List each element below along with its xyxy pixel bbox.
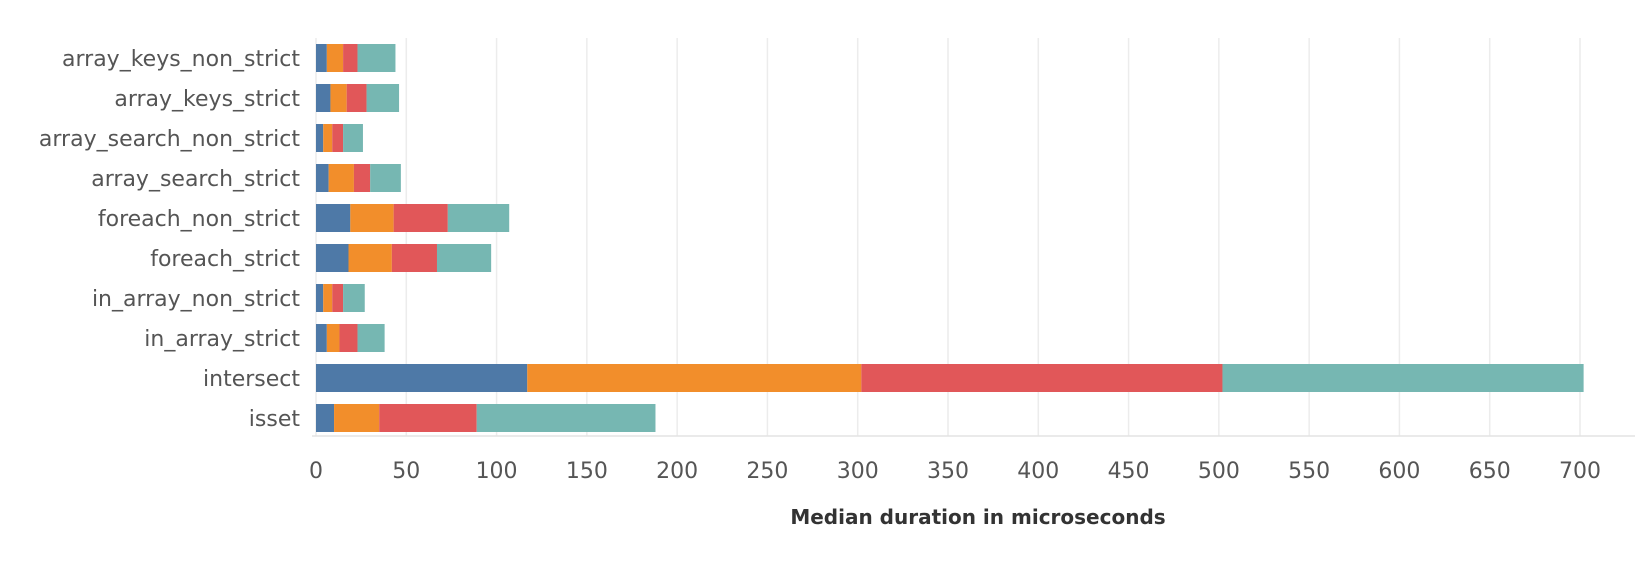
bar-segment <box>350 204 394 232</box>
x-tick-label: 150 <box>566 459 608 484</box>
bar-segment <box>343 124 363 152</box>
category-label: foreach_strict <box>150 247 300 272</box>
bar-segment <box>366 84 400 112</box>
bar-segment <box>316 364 528 392</box>
category-label: array_search_non_strict <box>39 127 300 152</box>
x-tick-label: 550 <box>1288 459 1330 484</box>
bar-segment <box>1222 364 1584 392</box>
bars <box>316 44 1584 432</box>
x-tick-label: 50 <box>392 459 420 484</box>
bar-segment <box>316 284 324 312</box>
bar-segment <box>316 124 324 152</box>
x-tick-label: 300 <box>837 459 879 484</box>
bar-segment <box>334 404 380 432</box>
bar-segment <box>436 244 492 272</box>
bar-segment <box>323 284 333 312</box>
bar-segment <box>353 164 371 192</box>
bar-segment <box>370 164 401 192</box>
x-tick-labels: 0 50 100 150 200 250 300 350 400 450 500 550 600 650 7… <box>309 459 1601 484</box>
bar-segment <box>326 324 340 352</box>
x-tick-label: 100 <box>476 459 518 484</box>
bar-segment <box>330 84 347 112</box>
x-tick-label: 0 <box>309 459 323 484</box>
bar-segment <box>393 204 448 232</box>
x-tick-label: 450 <box>1108 459 1150 484</box>
bar-segment <box>316 244 349 272</box>
x-tick-label: 350 <box>927 459 969 484</box>
bar-segment <box>476 404 656 432</box>
bar-segment <box>527 364 862 392</box>
category-label: foreach_non_strict <box>98 207 301 232</box>
category-label: array_keys_strict <box>114 87 300 112</box>
bar-segment <box>323 124 333 152</box>
x-tick-label: 600 <box>1378 459 1420 484</box>
category-label: array_keys_non_strict <box>62 47 300 72</box>
category-label: in_array_non_strict <box>92 287 300 312</box>
category-label: isset <box>249 407 301 432</box>
x-tick-label: 250 <box>746 459 788 484</box>
bar-segment <box>316 324 327 352</box>
bar-segment <box>316 84 331 112</box>
bar-segment <box>357 44 396 72</box>
bar-segment <box>348 244 392 272</box>
category-label: in_array_strict <box>144 327 300 352</box>
bar-segment <box>357 324 385 352</box>
bar-segment <box>326 44 344 72</box>
bar-segment <box>343 284 365 312</box>
bar-segment <box>343 44 358 72</box>
category-labels: array_keys_non_strict array_keys_strictar… <box>39 47 300 432</box>
bar-segment <box>346 84 367 112</box>
category-label: intersect <box>203 367 300 392</box>
bar-segment <box>328 164 354 192</box>
bar-segment <box>379 404 477 432</box>
x-tick-label: 400 <box>1017 459 1059 484</box>
bar-segment <box>391 244 437 272</box>
bar-segment <box>332 124 344 152</box>
bar-segment <box>316 44 327 72</box>
x-tick-label: 500 <box>1198 459 1240 484</box>
category-label: array_search_strict <box>91 167 300 192</box>
bar-segment <box>861 364 1223 392</box>
bar-segment <box>316 164 329 192</box>
x-tick-label: 700 <box>1559 459 1601 484</box>
x-tick-label: 650 <box>1469 459 1511 484</box>
bar-segment <box>447 204 510 232</box>
bar-segment <box>339 324 358 352</box>
x-axis-title: Median duration in microseconds <box>790 505 1165 529</box>
x-tick-label: 200 <box>656 459 698 484</box>
bar-segment <box>316 404 335 432</box>
bar-segment <box>332 284 344 312</box>
bar-segment <box>316 204 351 232</box>
